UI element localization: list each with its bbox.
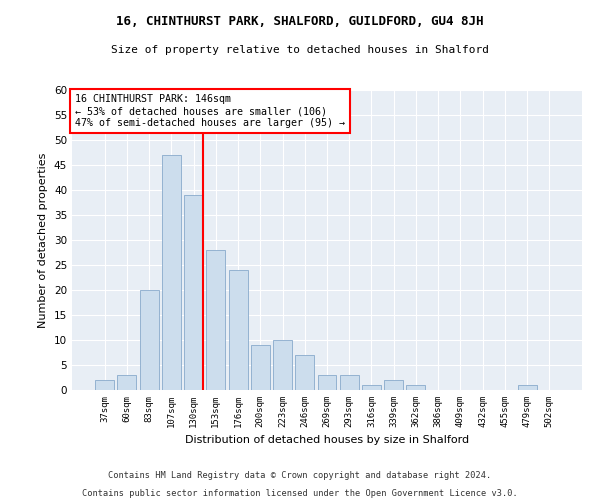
Bar: [184, 195, 203, 390]
Text: Size of property relative to detached houses in Shalford: Size of property relative to detached ho…: [111, 45, 489, 55]
Bar: [140, 290, 158, 390]
Text: 16 CHINTHURST PARK: 146sqm
← 53% of detached houses are smaller (106)
47% of sem: 16 CHINTHURST PARK: 146sqm ← 53% of deta…: [74, 94, 344, 128]
Bar: [406, 385, 425, 390]
Bar: [295, 355, 314, 390]
Bar: [118, 375, 136, 390]
Bar: [229, 270, 248, 390]
X-axis label: Distribution of detached houses by size in Shalford: Distribution of detached houses by size …: [185, 436, 469, 446]
Text: Contains public sector information licensed under the Open Government Licence v3: Contains public sector information licen…: [82, 488, 518, 498]
Bar: [273, 340, 292, 390]
Bar: [251, 345, 270, 390]
Bar: [317, 375, 337, 390]
Bar: [95, 380, 114, 390]
Text: 16, CHINTHURST PARK, SHALFORD, GUILDFORD, GU4 8JH: 16, CHINTHURST PARK, SHALFORD, GUILDFORD…: [116, 15, 484, 28]
Bar: [362, 385, 381, 390]
Text: Contains HM Land Registry data © Crown copyright and database right 2024.: Contains HM Land Registry data © Crown c…: [109, 471, 491, 480]
Bar: [162, 155, 181, 390]
Bar: [206, 250, 225, 390]
Bar: [340, 375, 359, 390]
Bar: [518, 385, 536, 390]
Y-axis label: Number of detached properties: Number of detached properties: [38, 152, 49, 328]
Bar: [384, 380, 403, 390]
